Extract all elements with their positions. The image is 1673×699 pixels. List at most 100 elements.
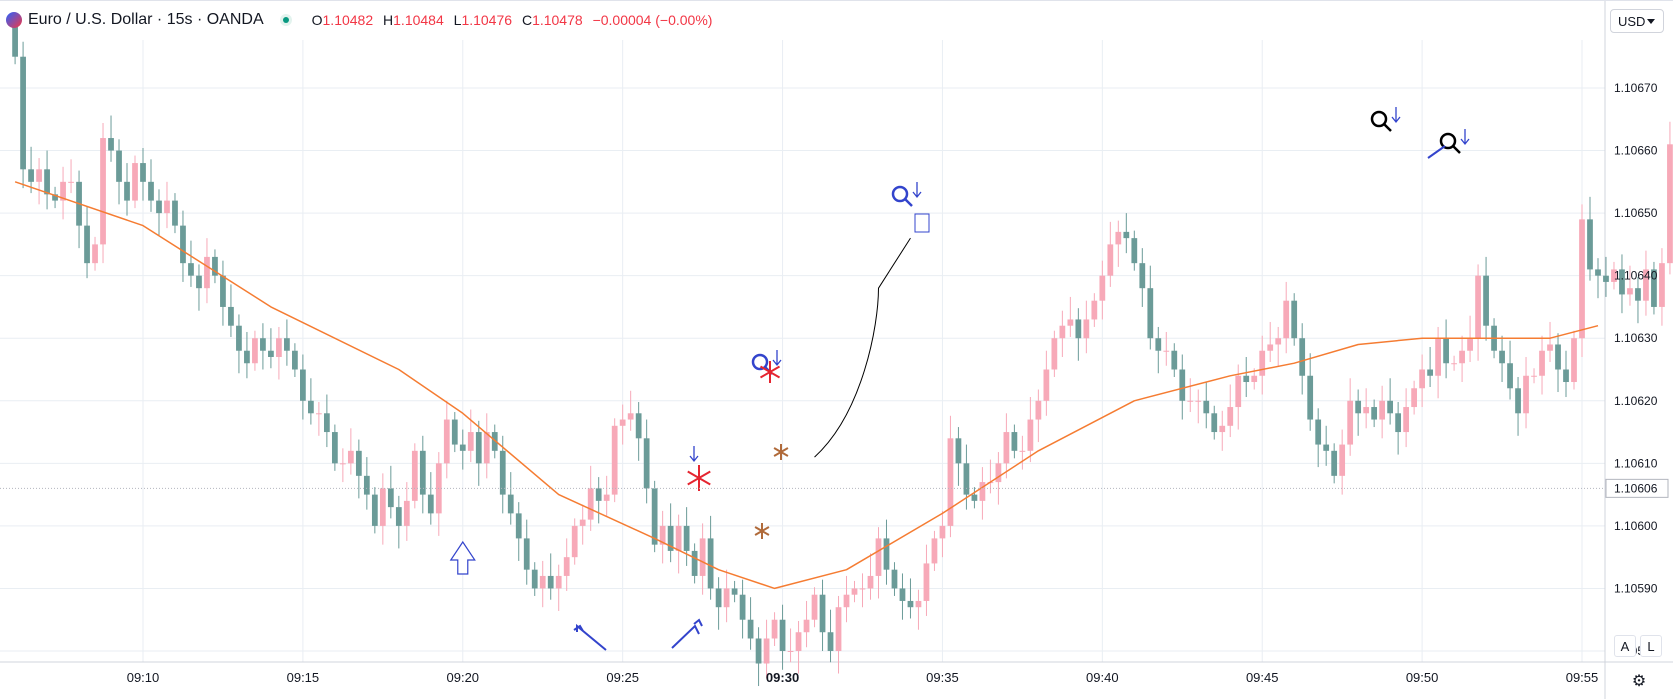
candle-body[interactable] [1499, 350, 1505, 364]
candle-body[interactable] [699, 538, 706, 576]
candle-body[interactable] [427, 494, 434, 514]
candle-body[interactable] [1251, 375, 1258, 383]
candle-body[interactable] [1131, 238, 1138, 264]
candle-body[interactable] [355, 450, 362, 476]
candle-body[interactable] [172, 200, 178, 226]
candle-body[interactable] [236, 325, 242, 351]
candle-body[interactable] [571, 525, 578, 558]
candle-body[interactable] [1203, 400, 1210, 414]
candle-body[interactable] [1403, 407, 1410, 433]
candle-body[interactable] [955, 438, 962, 464]
candle-body[interactable] [1331, 450, 1338, 476]
candle-body[interactable] [1507, 363, 1513, 389]
candle-body[interactable] [52, 194, 58, 201]
candle-body[interactable] [228, 306, 234, 326]
arrow-up-icon[interactable] [449, 540, 476, 575]
candle-body[interactable] [1379, 400, 1386, 420]
candle-body[interactable] [1115, 231, 1122, 245]
symbol-logo-icon[interactable] [6, 12, 22, 28]
candle-body[interactable] [1099, 275, 1106, 301]
candle-body[interactable] [1315, 419, 1322, 445]
candle-body[interactable] [1091, 300, 1098, 320]
trend-curve[interactable] [814, 237, 911, 458]
candle-body[interactable] [835, 607, 842, 651]
candle-body[interactable] [1395, 413, 1402, 433]
candle-body[interactable] [939, 525, 946, 539]
candle-body[interactable] [339, 463, 346, 465]
candle-body[interactable] [883, 538, 890, 570]
candle-body[interactable] [923, 563, 930, 601]
log-scale-button[interactable]: L [1640, 635, 1662, 657]
candle-body[interactable] [260, 338, 266, 351]
candle-body[interactable] [515, 513, 522, 539]
candle-body[interactable] [563, 557, 570, 576]
magnifier-icon[interactable] [1439, 132, 1457, 150]
candle-body[interactable] [523, 538, 530, 570]
candle-body[interactable] [1283, 300, 1290, 339]
candle-body[interactable] [539, 575, 546, 589]
candle-body[interactable] [1563, 369, 1569, 383]
candle-body[interactable] [164, 200, 170, 214]
candle-body[interactable] [220, 275, 226, 307]
candle-body[interactable] [1019, 450, 1026, 452]
candle-body[interactable] [443, 419, 450, 464]
candle-body[interactable] [1355, 400, 1362, 414]
candle-body[interactable] [971, 494, 978, 501]
candle-body[interactable] [284, 338, 290, 351]
candle-body[interactable] [1451, 363, 1457, 365]
candle-body[interactable] [1243, 375, 1250, 383]
auto-scale-button[interactable]: A [1614, 635, 1636, 657]
candle-body[interactable] [44, 169, 50, 195]
candle-body[interactable] [1195, 400, 1202, 402]
candle-body[interactable] [395, 507, 402, 526]
candle-body[interactable] [755, 638, 762, 664]
gear-icon[interactable]: ⚙ [1631, 673, 1647, 690]
candle-body[interactable] [731, 588, 738, 595]
candle-body[interactable] [659, 525, 666, 545]
candle-body[interactable] [244, 350, 250, 364]
candle-body[interactable] [148, 181, 154, 201]
candle-body[interactable] [1659, 263, 1665, 307]
candle-body[interactable] [1611, 269, 1617, 282]
candle-body[interactable] [619, 419, 626, 426]
currency-select[interactable]: USD [1610, 9, 1664, 33]
candle-body[interactable] [1299, 338, 1306, 376]
candle-body[interactable] [1323, 444, 1330, 451]
candle-body[interactable] [1347, 400, 1354, 445]
candle-body[interactable] [252, 338, 258, 364]
candle-body[interactable] [1035, 400, 1042, 420]
candle-body[interactable] [531, 569, 538, 589]
candle-body[interactable] [331, 432, 338, 464]
candle-body[interactable] [419, 450, 426, 495]
candle-body[interactable] [651, 488, 658, 545]
candle-body[interactable] [675, 525, 682, 551]
candle-body[interactable] [1259, 350, 1266, 376]
candle-body[interactable] [899, 588, 906, 601]
candle-body[interactable] [1051, 338, 1058, 370]
candle-body[interactable] [1531, 375, 1537, 377]
candle-body[interactable] [196, 275, 202, 289]
candle-body[interactable] [723, 588, 730, 608]
candle-body[interactable] [467, 432, 474, 451]
candle-body[interactable] [1211, 413, 1218, 433]
candle-body[interactable] [611, 425, 618, 495]
candle-body[interactable] [547, 575, 554, 589]
candle-body[interactable] [451, 419, 458, 445]
candle-body[interactable] [1443, 338, 1449, 364]
candle-body[interactable] [188, 263, 194, 276]
candle-body[interactable] [36, 169, 42, 182]
candle-body[interactable] [60, 181, 66, 201]
candle-body[interactable] [1387, 400, 1394, 414]
candle-body[interactable] [1595, 269, 1601, 276]
candle-body[interactable] [627, 413, 634, 420]
candle-body[interactable] [995, 463, 1002, 483]
candle-body[interactable] [931, 538, 938, 564]
candle-body[interactable] [371, 494, 378, 526]
candle-body[interactable] [739, 594, 746, 620]
candle-body[interactable] [459, 444, 466, 451]
candle-body[interactable] [579, 519, 586, 526]
candle-body[interactable] [1147, 288, 1154, 339]
candle-body[interactable] [915, 600, 922, 608]
candle-body[interactable] [747, 619, 754, 639]
